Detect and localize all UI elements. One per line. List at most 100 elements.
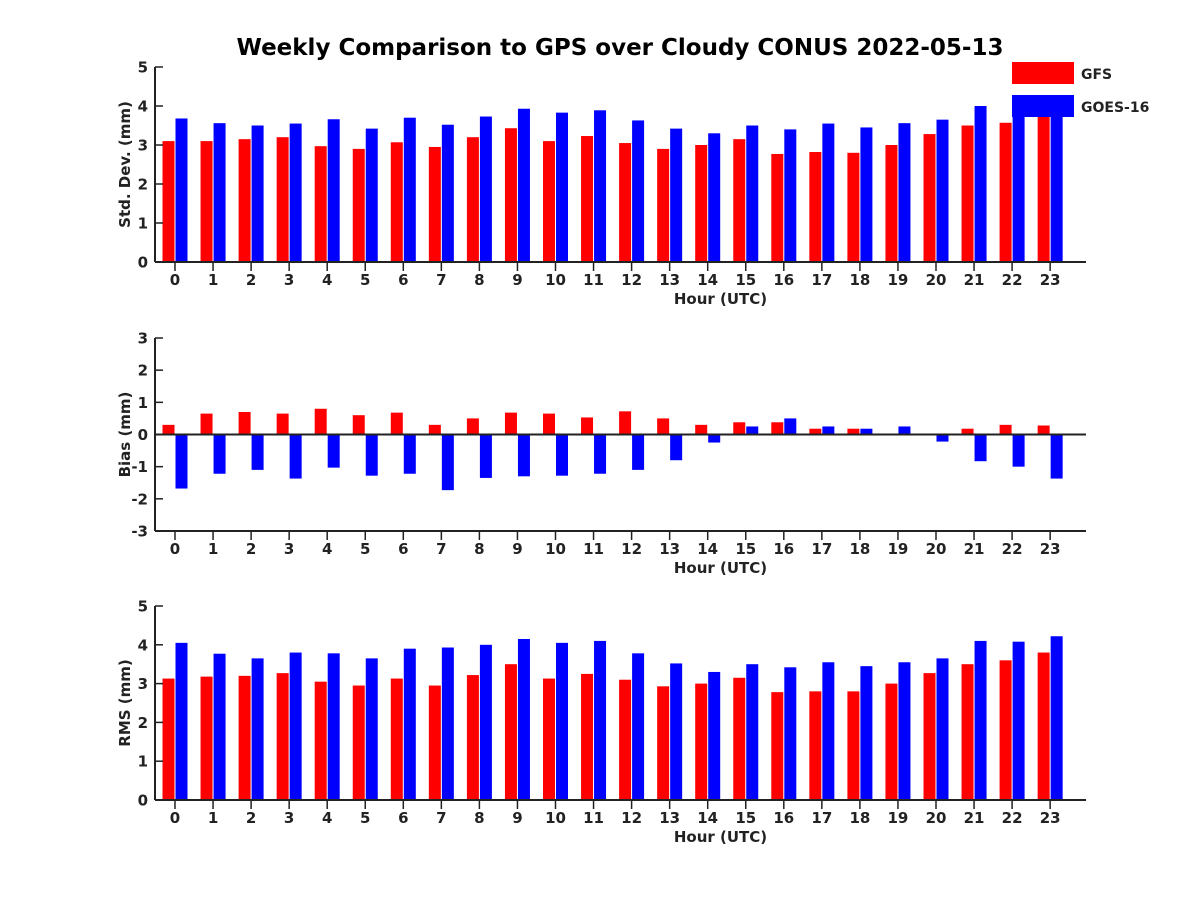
y-tick-label: 4 bbox=[138, 98, 148, 116]
bar-gfs-hour-23 bbox=[1037, 425, 1050, 435]
bar-goes16-hour-5 bbox=[365, 434, 378, 476]
y-tick-label: 2 bbox=[138, 362, 148, 380]
bar-goes16-hour-10 bbox=[556, 642, 568, 800]
bar-goes16-hour-20 bbox=[936, 119, 949, 263]
x-tick-label: 20 bbox=[926, 271, 947, 289]
bar-goes16-hour-17 bbox=[822, 123, 835, 262]
x-tick-label: 5 bbox=[360, 809, 370, 827]
bar-goes16-hour-2 bbox=[251, 658, 264, 800]
bar-gfs-hour-10 bbox=[543, 678, 555, 800]
x-tick-label: 21 bbox=[964, 809, 985, 827]
bar-goes16-hour-23 bbox=[1050, 103, 1063, 263]
bar-goes16-hour-20 bbox=[936, 434, 949, 442]
x-tick-label: 2 bbox=[246, 271, 256, 289]
bar-gfs-hour-11 bbox=[581, 673, 594, 800]
x-tick-label: 0 bbox=[170, 540, 180, 558]
bar-goes16-hour-3 bbox=[289, 434, 302, 479]
bar-goes16-hour-0 bbox=[175, 434, 188, 489]
bar-goes16-hour-11 bbox=[594, 110, 607, 262]
bar-gfs-hour-14 bbox=[695, 424, 708, 435]
x-tick-label: 23 bbox=[1040, 540, 1061, 558]
bar-goes16-hour-11 bbox=[594, 640, 607, 800]
x-tick-label: 10 bbox=[545, 809, 566, 827]
x-tick-label: 12 bbox=[621, 540, 642, 558]
bar-gfs-hour-5 bbox=[352, 685, 365, 800]
x-tick-label: 9 bbox=[512, 809, 522, 827]
x-tick-label: 8 bbox=[474, 271, 484, 289]
x-tick-label: 4 bbox=[322, 271, 332, 289]
bar-gfs-hour-22 bbox=[999, 660, 1012, 800]
bar-goes16-hour-21 bbox=[974, 434, 987, 462]
bar-goes16-hour-5 bbox=[365, 128, 378, 262]
bar-gfs-hour-10 bbox=[543, 413, 555, 435]
x-tick-label: 4 bbox=[322, 809, 332, 827]
x-tick-label: 6 bbox=[398, 540, 408, 558]
y-tick-label: 4 bbox=[138, 636, 148, 654]
bar-gfs-hour-19 bbox=[885, 683, 898, 800]
x-tick-label: 0 bbox=[170, 809, 180, 827]
x-tick-label: 19 bbox=[888, 271, 909, 289]
bar-gfs-hour-0 bbox=[162, 678, 175, 800]
bar-gfs-hour-19 bbox=[885, 145, 898, 262]
x-tick-label: 7 bbox=[436, 809, 446, 827]
bar-gfs-hour-15 bbox=[733, 139, 746, 262]
bar-gfs-hour-23 bbox=[1037, 114, 1050, 262]
y-tick-label: 2 bbox=[138, 714, 148, 732]
x-tick-label: 13 bbox=[659, 271, 680, 289]
chart-legend: GFS GOES-16 bbox=[1012, 62, 1149, 117]
legend-label-gfs: GFS bbox=[1081, 67, 1112, 83]
bar-goes16-hour-10 bbox=[556, 434, 568, 476]
bar-gfs-hour-11 bbox=[581, 417, 594, 435]
bar-gfs-hour-22 bbox=[999, 424, 1012, 435]
bar-gfs-hour-20 bbox=[923, 673, 936, 800]
x-tick-label: 13 bbox=[659, 540, 680, 558]
bar-gfs-hour-22 bbox=[999, 122, 1012, 263]
x-tick-label: 14 bbox=[697, 809, 718, 827]
y-tick-label: 0 bbox=[138, 254, 148, 272]
bar-gfs-hour-5 bbox=[352, 148, 365, 262]
x-tick-label: 8 bbox=[474, 809, 484, 827]
bar-goes16-hour-17 bbox=[822, 426, 835, 435]
x-tick-label: 8 bbox=[474, 540, 484, 558]
x-tick-label: 3 bbox=[284, 540, 294, 558]
bar-gfs-hour-9 bbox=[504, 664, 517, 800]
bar-goes16-hour-4 bbox=[327, 653, 340, 800]
bar-goes16-hour-17 bbox=[822, 662, 835, 800]
y-axis-label: RMS (mm) bbox=[116, 659, 134, 746]
bar-goes16-hour-8 bbox=[479, 434, 492, 478]
bar-gfs-hour-23 bbox=[1037, 652, 1050, 800]
bar-goes16-hour-14 bbox=[708, 434, 721, 443]
bar-goes16-hour-6 bbox=[403, 434, 416, 474]
bar-goes16-hour-19 bbox=[898, 123, 911, 262]
y-tick-label: 3 bbox=[138, 137, 148, 155]
x-tick-label: 7 bbox=[436, 540, 446, 558]
x-tick-label: 4 bbox=[322, 540, 332, 558]
bar-gfs-hour-18 bbox=[847, 691, 860, 800]
bar-goes16-hour-9 bbox=[517, 434, 530, 477]
legend-label-goes16: GOES-16 bbox=[1081, 100, 1149, 116]
bar-goes16-hour-0 bbox=[175, 642, 188, 800]
bar-gfs-hour-12 bbox=[619, 679, 632, 800]
bar-gfs-hour-7 bbox=[428, 424, 441, 435]
bar-goes16-hour-7 bbox=[441, 647, 454, 800]
bar-goes16-hour-12 bbox=[632, 434, 645, 470]
bar-goes16-hour-6 bbox=[403, 117, 416, 262]
x-tick-label: 1 bbox=[208, 809, 218, 827]
bar-gfs-hour-7 bbox=[428, 146, 441, 262]
x-tick-label: 19 bbox=[888, 540, 909, 558]
bar-goes16-hour-16 bbox=[784, 129, 797, 262]
bar-gfs-hour-13 bbox=[657, 418, 670, 435]
bar-gfs-hour-5 bbox=[352, 415, 365, 435]
x-tick-label: 22 bbox=[1002, 540, 1023, 558]
y-tick-label: 3 bbox=[138, 675, 148, 693]
bar-goes16-hour-14 bbox=[708, 671, 721, 800]
bar-gfs-hour-2 bbox=[238, 675, 251, 800]
x-tick-label: 11 bbox=[583, 809, 604, 827]
bar-goes16-hour-18 bbox=[860, 127, 873, 262]
bar-goes16-hour-15 bbox=[746, 125, 759, 262]
x-tick-label: 17 bbox=[811, 540, 832, 558]
